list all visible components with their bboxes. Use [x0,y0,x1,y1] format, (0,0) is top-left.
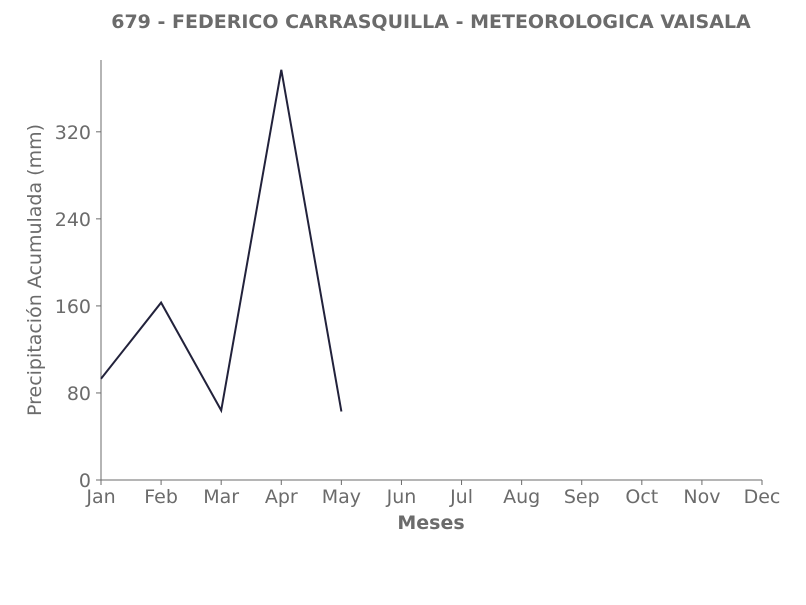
x-tick-label: Sep [564,486,600,508]
x-tick-label: Oct [625,486,658,508]
x-tick-label: Mar [203,486,239,508]
y-tick-label: 160 [55,296,91,318]
y-tick-label: 320 [55,122,91,144]
x-tick-label: Jun [386,486,417,508]
x-tick-label: Aug [503,486,540,508]
y-axis-label: Precipitación Acumulada (mm) [24,124,46,416]
x-tick-label: Jan [85,486,115,508]
x-axis-label: Meses [397,512,464,534]
y-tick-label: 80 [67,383,91,405]
x-ticks: Jan Feb Mar Apr May Jun Jul Aug Sep Oct Nov Dec [85,480,780,508]
x-tick-label: Feb [144,486,178,508]
x-tick-label: May [322,486,361,508]
chart-title: 679 - FEDERICO CARRASQUILLA - METEOROLOG… [111,11,751,33]
x-tick-label: Jul [449,486,473,508]
x-tick-label: Apr [265,486,298,508]
series-line [100,69,343,414]
y-tick-label: 240 [55,209,91,231]
y-tick-label: 0 [79,470,91,492]
x-tick-label: Dec [744,486,781,508]
y-ticks: 0 80 160 240 320 [55,122,101,492]
x-tick-label: Nov [683,486,720,508]
